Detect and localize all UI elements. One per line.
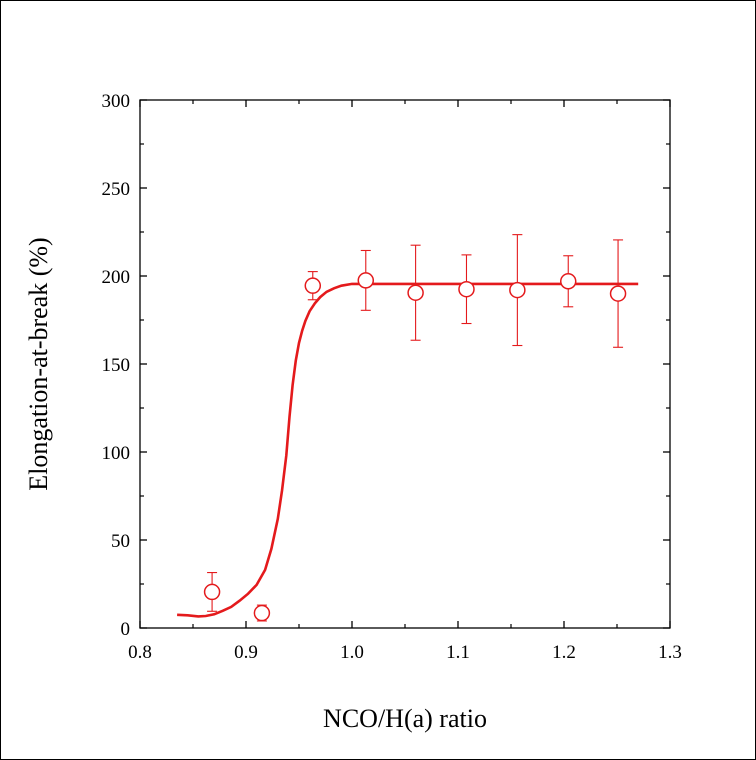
y-tick-label: 0 — [121, 619, 131, 640]
y-tick-label: 300 — [102, 91, 131, 112]
x-tick-label: 0.9 — [234, 642, 258, 663]
data-point — [407, 284, 424, 301]
data-point — [304, 277, 322, 294]
data-point — [253, 604, 271, 622]
x-tick-label: 1.2 — [552, 642, 576, 663]
y-tick-label: 100 — [102, 443, 131, 464]
y-axis-title: Elongation-at-break (%) — [24, 237, 53, 490]
data-points — [203, 272, 627, 622]
x-tick-label: 1.0 — [340, 642, 364, 663]
data-point — [203, 583, 221, 601]
data-point — [509, 281, 526, 299]
data-point — [559, 273, 577, 290]
y-tick-label: 200 — [102, 267, 131, 288]
x-tick-label: 0.8 — [128, 642, 152, 663]
x-tick-label: 1.1 — [446, 642, 470, 663]
y-tick-label: 50 — [111, 531, 130, 552]
x-tick-label: 1.3 — [658, 642, 682, 663]
fit-curve — [177, 282, 639, 618]
x-axis-title: NCO/H(a) ratio — [323, 704, 487, 733]
data-point — [458, 280, 475, 298]
data-point — [609, 285, 627, 302]
y-tick-label: 150 — [102, 355, 131, 376]
x-axis: 0.8 0.9 1.0 1.1 1.2 1.3 — [128, 100, 682, 663]
y-axis: 0 50 100 150 200 250 300 — [102, 91, 670, 640]
y-tick-label: 250 — [102, 179, 131, 200]
data-point — [357, 272, 375, 289]
plot-area — [139, 99, 671, 629]
